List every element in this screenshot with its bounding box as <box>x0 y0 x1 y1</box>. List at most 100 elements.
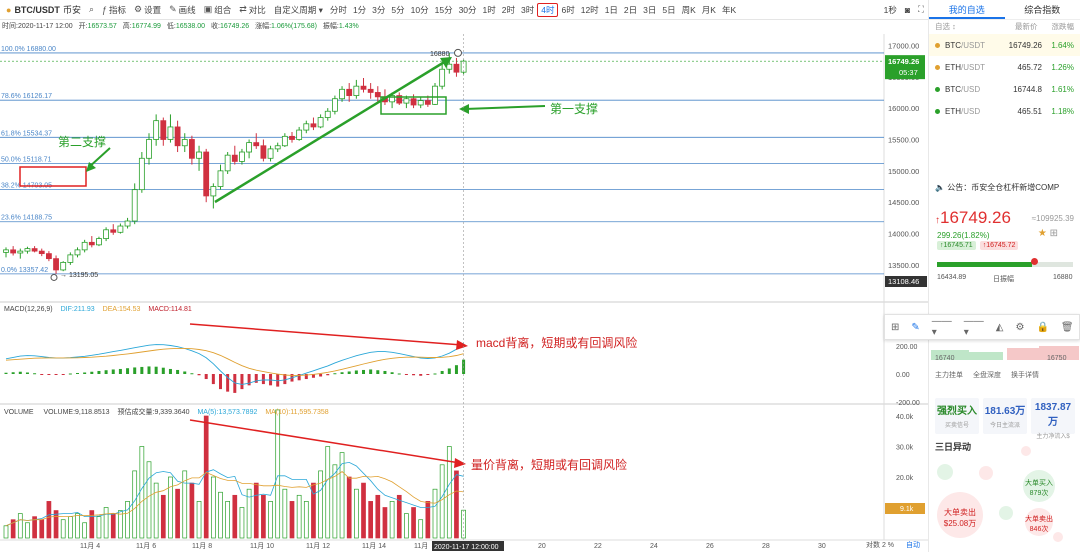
interval-15[interactable]: 3日 <box>643 4 657 15</box>
coin-icon <box>935 108 940 114</box>
fib-label: 100.0% 16880.00 <box>1 46 56 53</box>
combine-button[interactable]: ▣ 组合 <box>203 4 232 15</box>
watchlist-row[interactable]: ETH/USD 465.51 1.18% <box>929 100 1080 122</box>
macd-bar <box>447 368 451 374</box>
macd-tick: 0.00 <box>896 372 910 379</box>
interval-4[interactable]: 10分 <box>410 4 429 15</box>
y-tick-label: 15500.00 <box>888 135 919 144</box>
flow-bubble-small <box>937 464 953 480</box>
watchlist-row[interactable]: BTC/USD 16744.8 1.61% <box>929 78 1080 100</box>
flow-bubble-small <box>999 506 1013 520</box>
interval-2[interactable]: 3分 <box>372 4 386 15</box>
interval-14[interactable]: 2日 <box>623 4 638 15</box>
flow-bubble[interactable]: 大单买入 879次 <box>1023 470 1055 502</box>
trash-icon[interactable]: 🗑 <box>1060 321 1074 333</box>
x-tick-label: 26 <box>706 543 714 550</box>
settings-button[interactable]: ⚙ 设置 <box>134 4 162 15</box>
macd-tick: -200.00 <box>896 400 920 407</box>
watchlist-row[interactable]: ETH/USDT 465.72 1.26% <box>929 56 1080 78</box>
volume-bar <box>389 501 395 539</box>
interval-11[interactable]: 6时 <box>561 4 575 15</box>
depth-tag[interactable]: 主力挂单 <box>935 372 963 379</box>
depth-tag[interactable]: 换手详情 <box>1011 372 1039 379</box>
dif-line <box>5 342 464 385</box>
notice[interactable]: 🔈 公告：币安全仓杠杆新增COMP <box>935 183 1060 192</box>
y-tick-label: 14500.00 <box>888 198 919 207</box>
macd-bar <box>247 374 251 386</box>
watchlist-header: 自选 ↕ 最新价 涨跌幅 <box>929 20 1080 34</box>
grid-icon[interactable]: ⊞ <box>891 321 900 333</box>
line-style-icon[interactable]: —— ▾ <box>931 316 952 338</box>
interval-17[interactable]: 周K <box>681 4 696 15</box>
x-tick-label: 11月 10 <box>250 542 274 550</box>
volume-bar <box>454 470 459 539</box>
x-tick-label: 28 <box>762 543 770 550</box>
refresh-rate[interactable]: 1秒 <box>883 4 897 15</box>
macd-bar <box>397 373 401 375</box>
sort-watchlist[interactable]: 自选 ↕ <box>935 22 956 31</box>
flow-bubble[interactable]: 大单卖出 $25.08万 <box>937 492 983 538</box>
volume-bar <box>103 507 109 539</box>
favorite-star-icon[interactable]: ★ ⊞ <box>1037 228 1058 239</box>
line-width-icon[interactable]: —— ▾ <box>963 316 984 338</box>
macd-bar <box>369 369 373 374</box>
x-tick-label: 11月 14 <box>362 542 386 550</box>
volume-bar <box>425 501 431 539</box>
tab-my-watchlist[interactable]: 我的自选 <box>929 0 1005 19</box>
log-scale-toggle[interactable]: 对数 2 % <box>866 542 895 549</box>
interval-0[interactable]: 分时 <box>329 4 347 15</box>
volume-bar <box>168 476 173 539</box>
search-icon[interactable]: ⌕ <box>88 4 94 14</box>
pen-icon[interactable]: ✎ <box>911 321 920 333</box>
interval-16[interactable]: 5日 <box>662 4 676 15</box>
range-high: 16880 <box>1053 274 1073 281</box>
interval-9[interactable]: 3时 <box>521 4 535 15</box>
fill-icon[interactable]: ◭ <box>995 321 1004 333</box>
indicator-button[interactable]: ƒ 指标 <box>102 4 127 15</box>
gear-icon[interactable]: ⚙ <box>1015 321 1025 333</box>
interval-3[interactable]: 5分 <box>391 4 405 15</box>
candle-body <box>67 254 74 263</box>
macd-bar <box>254 374 258 383</box>
interval-19[interactable]: 年K <box>721 4 737 15</box>
interval-8[interactable]: 2时 <box>501 4 516 15</box>
interval-10[interactable]: 4时 <box>537 2 559 17</box>
interval-6[interactable]: 30分 <box>458 4 477 15</box>
candle-body <box>88 241 95 246</box>
macd-bar <box>419 374 423 376</box>
combine-icon: ▣ <box>203 4 213 14</box>
custom-period-button[interactable]: 自定义周期 ▾ <box>273 4 323 15</box>
fib-label: 61.8% 15534.37 <box>1 130 52 137</box>
volume-bar <box>311 482 316 539</box>
lock-icon[interactable]: 🔒 <box>1036 321 1049 333</box>
auto-scale-toggle[interactable]: 自动 <box>906 542 920 549</box>
depth-tag[interactable]: 全盘深度 <box>973 372 1001 379</box>
interval-1[interactable]: 1分 <box>352 4 367 15</box>
volume-bar <box>368 501 373 539</box>
chart-toolbar: ● BTC/USDT 币安 ⌕ ƒ 指标 ⚙ 设置 ✎ 画线 ▣ 组合 ⇄ 对比 自定义周… <box>0 0 928 20</box>
compare-button[interactable]: ⇄ 对比 <box>239 4 266 15</box>
tab-composite-index[interactable]: 综合指数 <box>1024 5 1061 15</box>
screenshot-icon[interactable]: ◙ <box>904 4 911 15</box>
volume-bar <box>325 446 331 539</box>
macd-bar <box>383 370 387 374</box>
interval-7[interactable]: 1时 <box>482 4 496 15</box>
watchlist-row[interactable]: BTC/USDT 16749.26 1.64% <box>929 34 1080 56</box>
macd-bar <box>261 374 265 385</box>
interval-5[interactable]: 15分 <box>434 4 453 15</box>
volume-bar <box>239 507 245 539</box>
depth-high: 16750 <box>1047 355 1067 362</box>
interval-13[interactable]: 1日 <box>604 4 618 15</box>
macd-bar <box>340 372 344 374</box>
draw-button[interactable]: ✎ 画线 <box>169 4 196 15</box>
price-chart[interactable]: 17000.0016500.0016000.0015500.0015000.00… <box>0 0 928 552</box>
flow-bubble[interactable]: 大单卖出 846次 <box>1025 508 1053 536</box>
volume-bar <box>146 461 152 539</box>
fib-label: 50.0% 15118.71 <box>1 156 52 163</box>
macd-bar <box>426 374 430 376</box>
fullscreen-icon[interactable]: ⛶ <box>918 4 924 14</box>
interval-18[interactable]: 月K <box>701 4 716 15</box>
interval-12[interactable]: 12时 <box>580 4 599 15</box>
volume-last-label: 9.1k <box>900 506 914 513</box>
symbol-selector[interactable]: ● BTC/USDT 币安 <box>6 4 81 16</box>
